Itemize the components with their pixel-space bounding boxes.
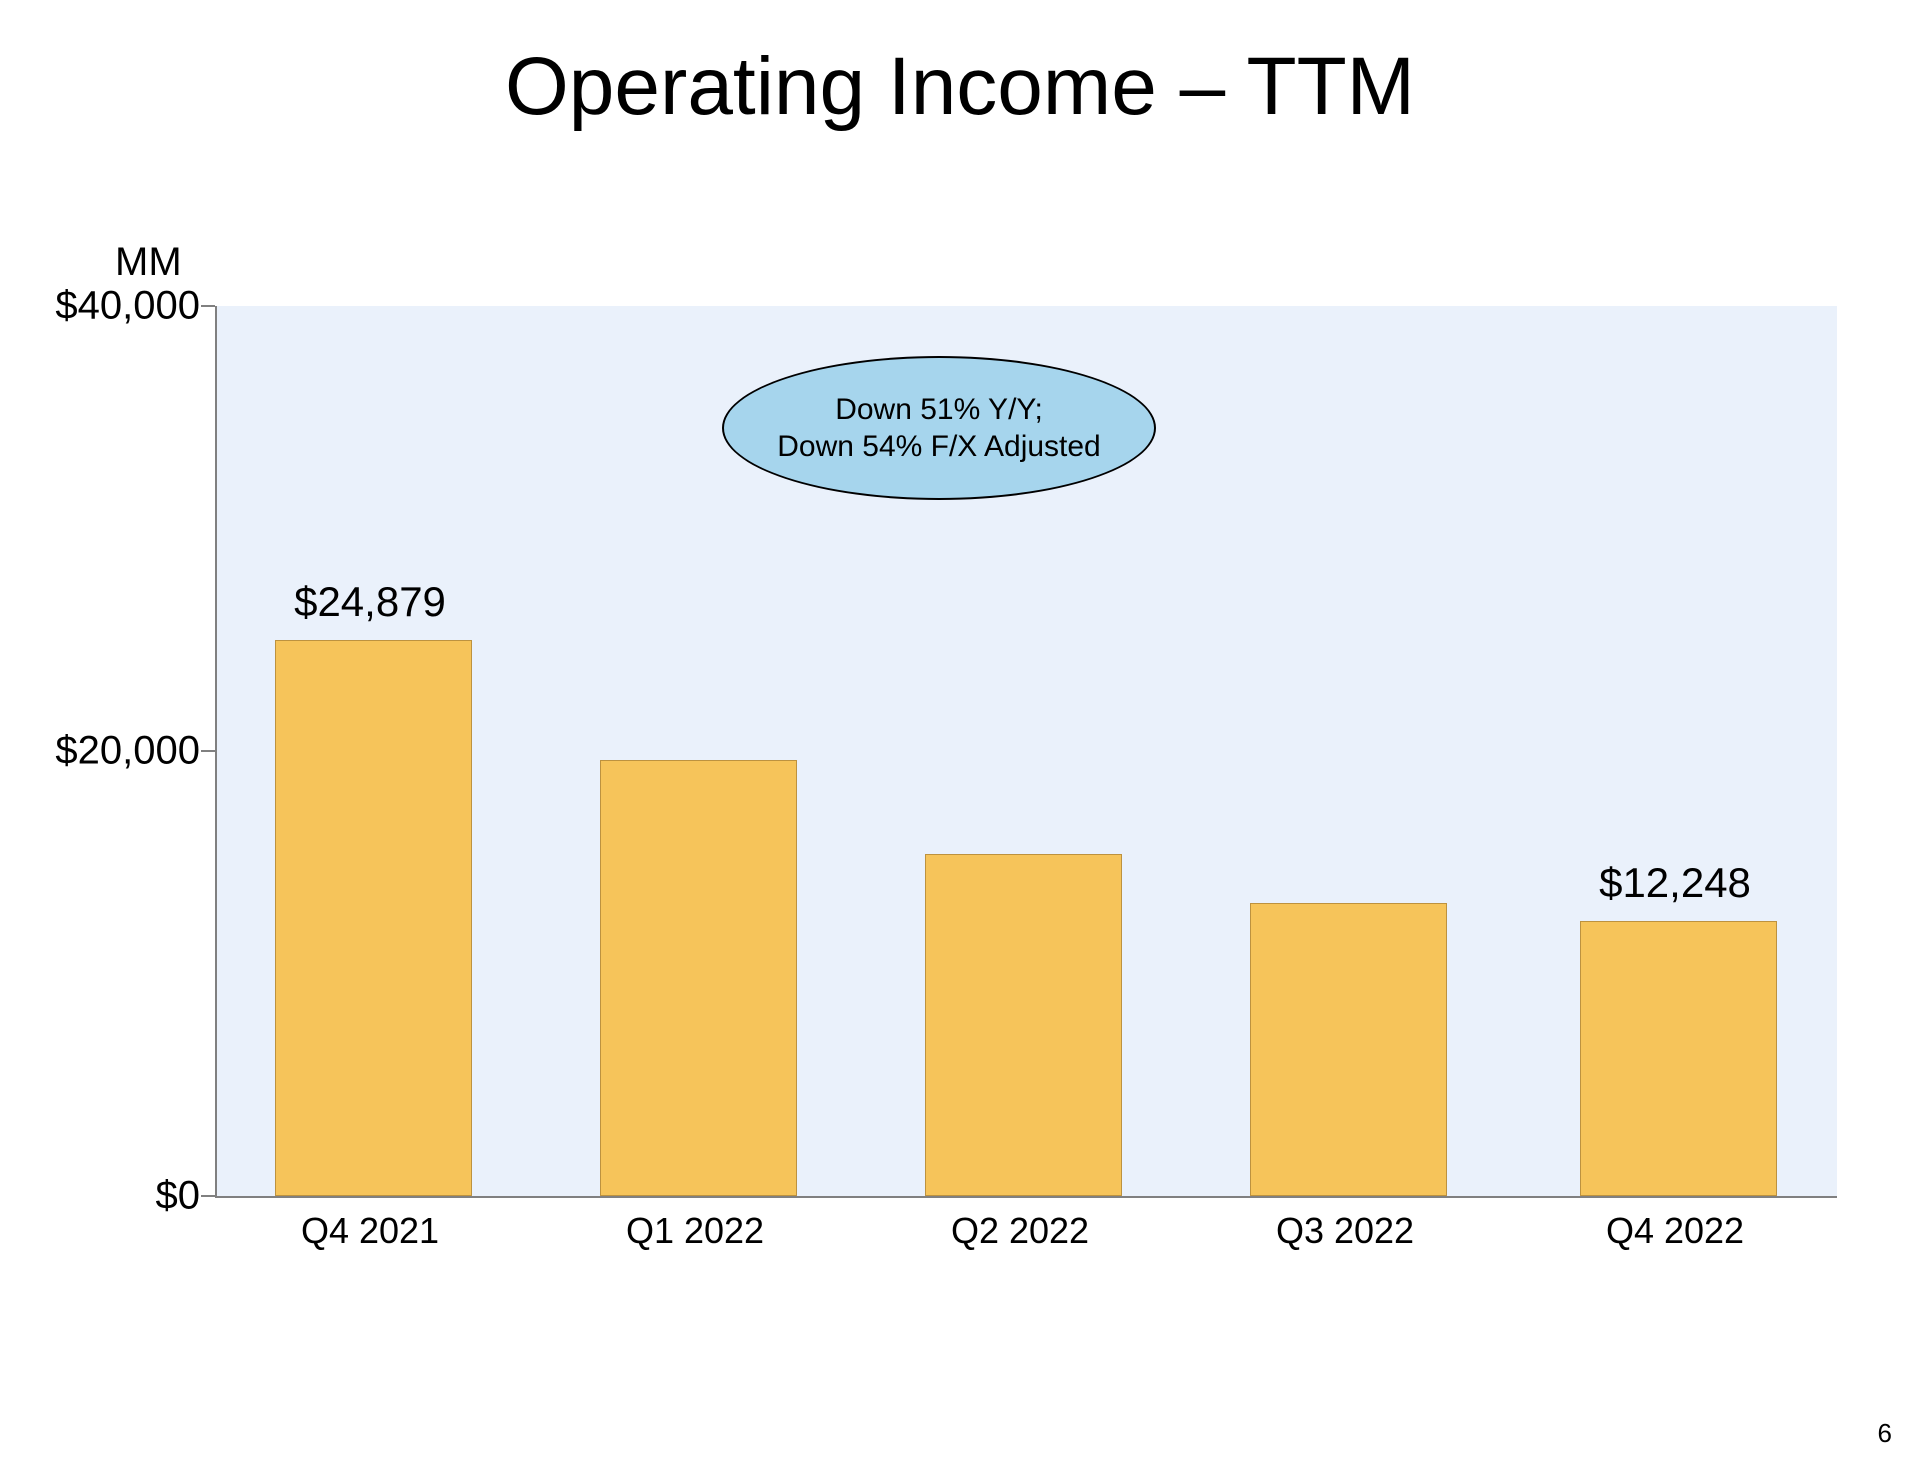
chart-bar (275, 640, 472, 1196)
x-tick-label: Q1 2022 (626, 1210, 764, 1252)
y-tick-mark (201, 750, 215, 752)
callout-line: Down 54% F/X Adjusted (777, 428, 1101, 466)
chart-bar (1250, 903, 1447, 1196)
chart-title: Operating Income – TTM (0, 40, 1920, 134)
page-number: 6 (1878, 1418, 1892, 1449)
y-tick-label: $20,000 (10, 729, 200, 774)
x-tick-label: Q4 2022 (1606, 1210, 1744, 1252)
chart-bar (925, 854, 1122, 1196)
chart-bar (600, 760, 797, 1196)
chart-plot-area: Down 51% Y/Y;Down 54% F/X Adjusted (215, 306, 1837, 1198)
x-tick-label: Q3 2022 (1276, 1210, 1414, 1252)
callout-line: Down 51% Y/Y; (835, 391, 1043, 429)
bar-value-label: $24,879 (294, 578, 446, 626)
y-tick-label: $40,000 (10, 284, 200, 329)
y-tick-mark (201, 1195, 215, 1197)
chart-bar (1580, 921, 1777, 1196)
bar-value-label: $12,248 (1599, 859, 1751, 907)
y-axis-title: MM (115, 240, 182, 285)
y-tick-label: $0 (10, 1174, 200, 1219)
y-tick-mark (201, 305, 215, 307)
x-tick-label: Q4 2021 (301, 1210, 439, 1252)
x-tick-label: Q2 2022 (951, 1210, 1089, 1252)
callout-ellipse: Down 51% Y/Y;Down 54% F/X Adjusted (722, 356, 1156, 500)
